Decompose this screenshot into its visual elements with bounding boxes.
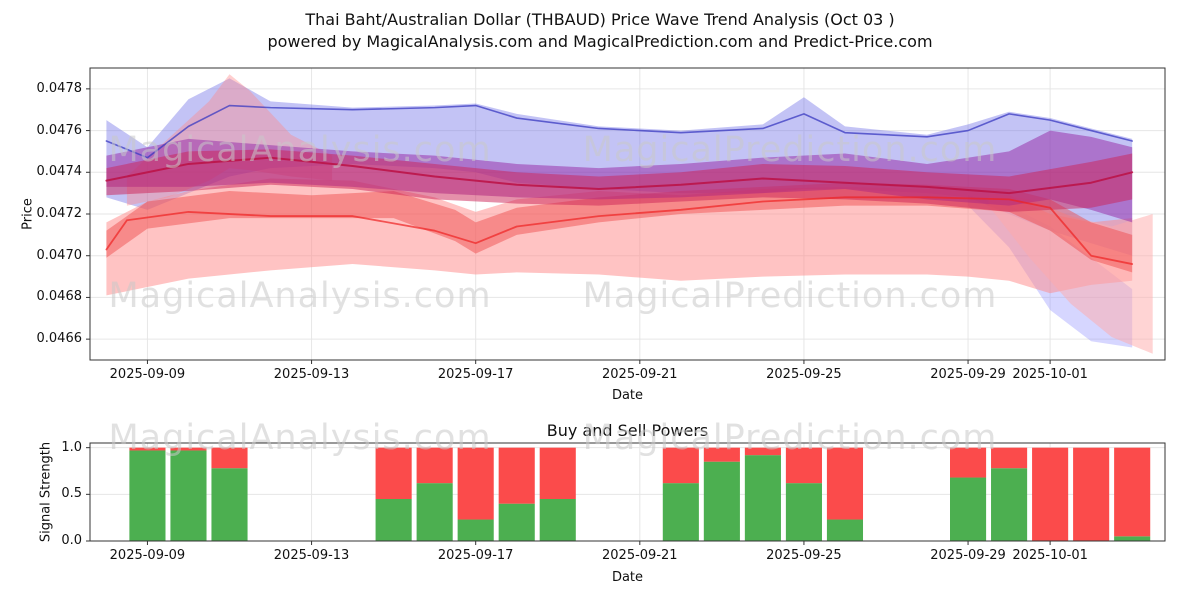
sell-bar: [703, 447, 740, 462]
sell-bar: [416, 447, 453, 484]
band-blue-outer: [106, 78, 1133, 256]
buy-bar: [826, 519, 864, 541]
band-pink-fan-right: [988, 193, 1153, 354]
buy-bar: [785, 483, 822, 541]
buy-bar: [991, 468, 1028, 541]
buy-bar: [662, 483, 699, 541]
buy-bar: [457, 519, 494, 541]
sell-bar: [498, 447, 535, 504]
buy-bar: [416, 483, 453, 541]
buy-bar: [950, 477, 987, 541]
sell-bar: [785, 447, 822, 484]
band-salmon-broad: [106, 178, 1133, 296]
page-title: Thai Baht/Australian Dollar (THBAUD) Pri…: [305, 10, 895, 29]
sell-bar: [950, 447, 987, 478]
sell-bar: [662, 447, 699, 484]
line-crimson-mid: [105, 156, 1134, 195]
buy-bar: [170, 450, 207, 541]
sell-bar: [129, 447, 166, 451]
buy-bar: [211, 468, 248, 541]
buy-bar: [129, 450, 166, 541]
line-blue-top: [105, 104, 1133, 159]
buy-bar: [539, 499, 576, 541]
sell-bar: [457, 447, 494, 520]
sell-bar: [826, 447, 864, 520]
sell-bar: [539, 447, 576, 499]
sell-bar: [744, 447, 781, 456]
band-red-mid: [106, 182, 1133, 273]
sell-bar: [211, 447, 248, 469]
page-subtitle: powered by MagicalAnalysis.com and Magic…: [267, 32, 933, 51]
buy-bar: [375, 499, 412, 541]
power-plot-border: [89, 442, 1166, 542]
buy-bar: [1114, 536, 1151, 541]
sell-bar: [1073, 447, 1110, 541]
line-red-lower: [105, 196, 1134, 265]
buy-bar: [703, 461, 740, 541]
buy-bar: [498, 503, 535, 541]
sell-bar: [375, 447, 412, 499]
sell-bar: [1032, 447, 1069, 541]
sell-bar: [991, 447, 1028, 469]
buy-bar: [744, 455, 781, 541]
sell-bar: [1114, 447, 1151, 537]
sell-bar: [170, 447, 207, 451]
band-crimson-core: [106, 149, 1133, 212]
